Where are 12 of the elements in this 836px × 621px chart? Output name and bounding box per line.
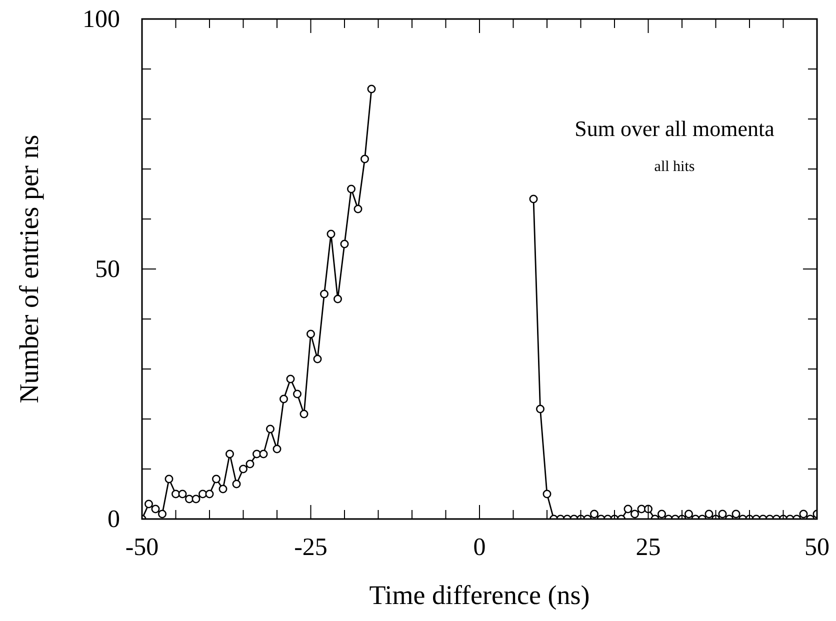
y-tick-label: 50 <box>95 256 120 283</box>
x-tick-label: 25 <box>636 534 661 561</box>
x-tick-label: -25 <box>294 534 328 561</box>
x-tick-label: 50 <box>804 534 830 561</box>
annotation: Sum over all momenta <box>574 116 775 141</box>
x-tick-label: -50 <box>125 534 159 561</box>
x-axis-title: Time difference (ns) <box>369 580 590 610</box>
x-tick-label: 0 <box>473 534 486 561</box>
annotation: all hits <box>654 159 695 175</box>
y-axis-title: Number of entries per ns <box>14 134 44 404</box>
y-tick-label: 100 <box>82 6 120 33</box>
y-tick-label: 0 <box>108 506 120 533</box>
